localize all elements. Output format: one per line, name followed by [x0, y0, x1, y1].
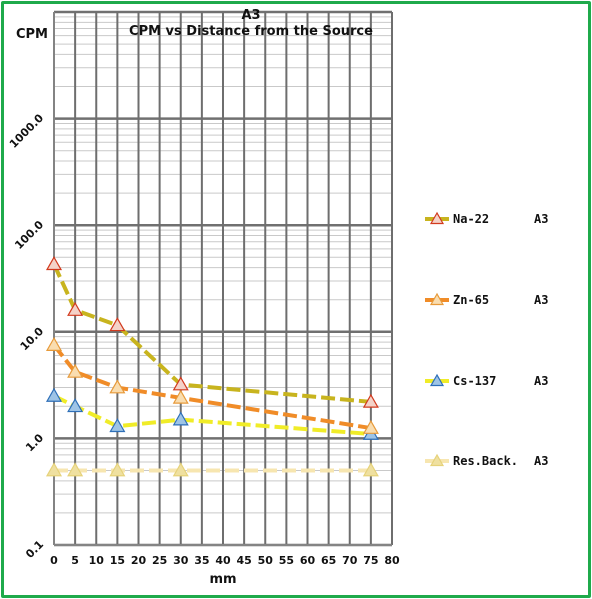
- data-point-marker: [45, 256, 63, 271]
- x-tick-label: 10: [89, 554, 105, 567]
- legend-marker: [429, 453, 445, 467]
- data-point-marker: [172, 376, 189, 391]
- legend-item: Na-22 A3: [425, 211, 548, 226]
- data-point-marker: [45, 336, 63, 351]
- legend-marker: [429, 211, 445, 225]
- x-tick-label: 5: [71, 554, 79, 567]
- legend-item: Cs-137 A3: [425, 373, 548, 388]
- data-point-marker: [45, 387, 63, 402]
- data-point-marker: [362, 462, 379, 477]
- x-tick-label: 0: [50, 554, 58, 567]
- grid: [53, 10, 393, 547]
- data-point-marker: [362, 393, 379, 408]
- chart-title: CPM vs Distance from the Source: [129, 24, 373, 39]
- data-point-marker: [67, 462, 84, 477]
- series-zn-65: [45, 336, 379, 434]
- legend-item: Zn-65 A3: [425, 292, 548, 307]
- x-tick-label: 20: [131, 554, 147, 567]
- legend: Na-22 A3 Zn-65 A3 Cs-137 A3 Res.Back. A3: [425, 211, 548, 468]
- legend-series-name: Zn-65: [453, 293, 489, 307]
- x-tick-label: 50: [258, 554, 274, 567]
- x-tick-label: 35: [194, 554, 209, 567]
- data-point-marker: [67, 301, 84, 316]
- x-tick-label: 60: [300, 554, 316, 567]
- x-tick-label: 75: [363, 554, 378, 567]
- data-point-marker: [109, 462, 126, 477]
- series-na-22: [45, 256, 379, 408]
- legend-series-tag: A3: [534, 454, 548, 468]
- legend-series-name: Na-22: [453, 212, 489, 226]
- x-tick-label: 40: [215, 554, 231, 567]
- data-point-marker: [362, 419, 379, 434]
- data-point-marker: [172, 462, 189, 477]
- data-point-marker: [45, 462, 63, 477]
- legend-marker: [429, 373, 445, 387]
- y-tick-label: 1000.0: [7, 111, 46, 150]
- y-tick-label: 0.1: [23, 538, 46, 561]
- data-point-marker: [109, 418, 126, 433]
- x-tick-label: 65: [321, 554, 336, 567]
- y-tick-label: 1.0: [23, 431, 46, 454]
- data-point-marker: [67, 398, 84, 413]
- legend-series-name: Cs-137: [453, 374, 496, 388]
- chart-super-title: A3: [241, 8, 260, 23]
- legend-series-tag: A3: [534, 374, 548, 388]
- x-tick-label: 25: [152, 554, 167, 567]
- legend-item: Res.Back. A3: [425, 453, 548, 468]
- x-tick-label: 15: [110, 554, 125, 567]
- tick-labels: 0 5 10 15 20 25 30 35 40 45 50 55 60 65 70 75 80 0.1 1.0 10…: [7, 111, 400, 567]
- x-tick-label: 70: [342, 554, 358, 567]
- x-tick-label: 80: [384, 554, 400, 567]
- data-point-marker: [172, 411, 189, 426]
- legend-series-tag: A3: [534, 212, 548, 226]
- y-tick-label: 100.0: [12, 218, 46, 252]
- legend-series-tag: A3: [534, 293, 548, 307]
- series-layer: [45, 256, 379, 477]
- data-point-marker: [172, 389, 189, 404]
- x-tick-label: 55: [279, 554, 294, 567]
- y-tick-label: 10.0: [18, 324, 47, 353]
- legend-marker: [429, 292, 445, 306]
- y-axis-label: CPM: [16, 27, 48, 42]
- data-point-marker: [109, 317, 126, 332]
- data-point-marker: [67, 363, 84, 378]
- x-axis-label: mm: [209, 572, 236, 587]
- x-tick-label: 45: [236, 554, 251, 567]
- data-point-marker: [109, 379, 126, 394]
- series-res-back-: [45, 462, 379, 477]
- x-tick-label: 30: [173, 554, 189, 567]
- legend-series-name: Res.Back.: [453, 454, 518, 468]
